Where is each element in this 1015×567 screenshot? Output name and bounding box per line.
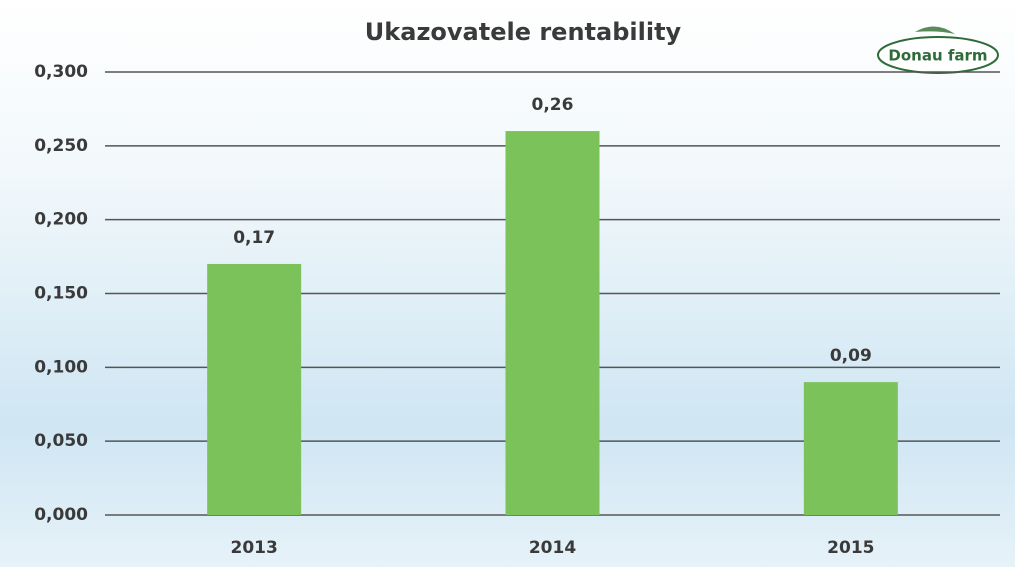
bar <box>803 382 898 515</box>
x-tick-label: 2015 <box>827 538 874 558</box>
chart-title: Ukazovatele rentability <box>365 18 682 46</box>
x-tick-label: 2013 <box>231 538 278 558</box>
logo: Donau farm <box>877 26 999 74</box>
y-tick-label: 0,000 <box>34 505 88 525</box>
y-tick-label: 0,050 <box>34 431 88 451</box>
value-label: 0,09 <box>830 346 872 366</box>
x-tick-label: 2014 <box>529 538 576 558</box>
y-tick-label: 0,150 <box>34 284 88 304</box>
value-label: 0,26 <box>532 95 574 115</box>
bar <box>207 263 302 515</box>
logo-ellipse <box>877 36 999 74</box>
logo-leaf <box>915 26 955 34</box>
y-tick-label: 0,200 <box>34 210 88 230</box>
y-tick-label: 0,250 <box>34 136 88 156</box>
bar <box>505 131 600 516</box>
value-label: 0,17 <box>233 228 275 248</box>
y-tick-label: 0,100 <box>34 357 88 377</box>
logo-text: Donau farm <box>888 47 987 65</box>
y-tick-label: 0,300 <box>34 62 88 82</box>
